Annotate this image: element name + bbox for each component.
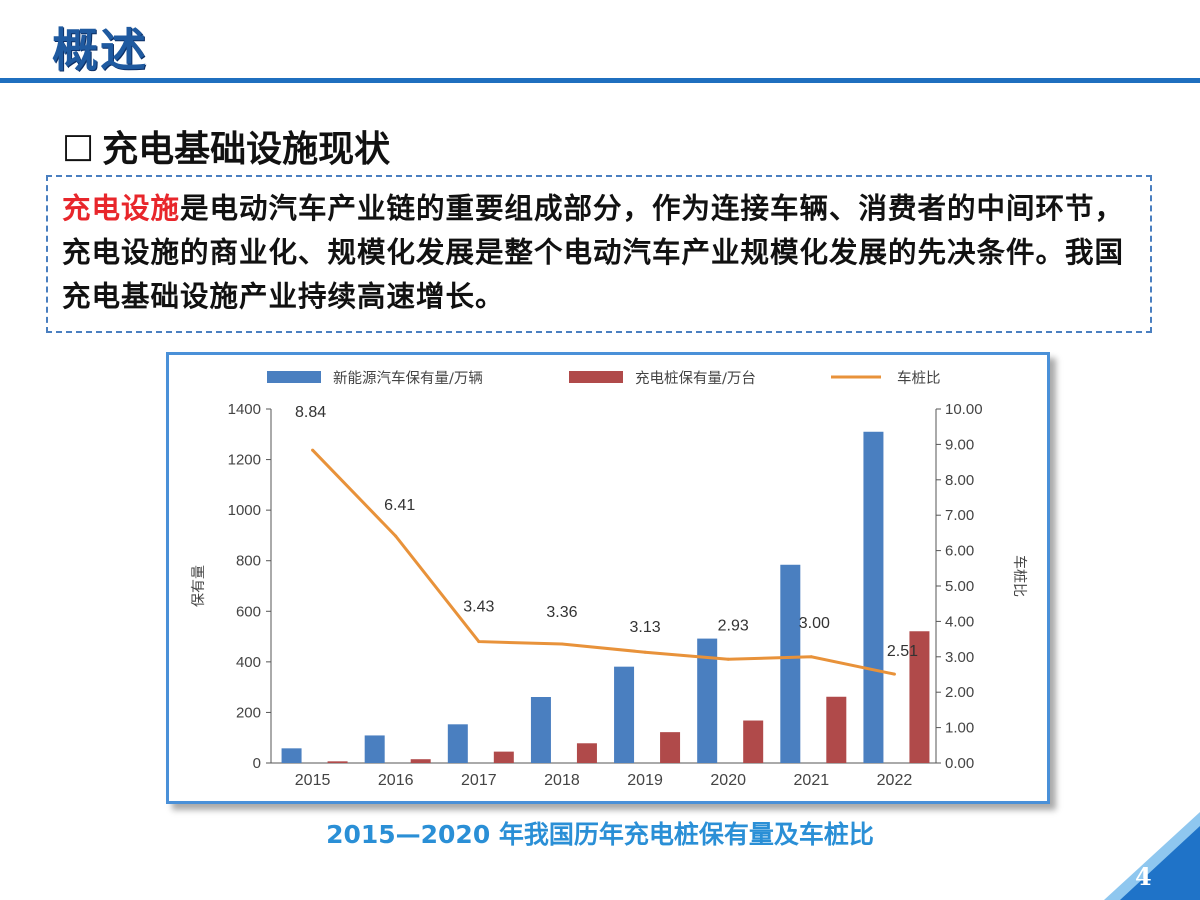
x-tick-label: 2020: [710, 772, 746, 789]
right-tick-label: 2.00: [945, 684, 974, 701]
ratio-point: [892, 672, 896, 676]
right-tick-label: 0.00: [945, 755, 974, 772]
vehicle-bar: [863, 431, 884, 763]
slide-title: 概述: [52, 23, 148, 77]
x-tick-label: 2022: [877, 772, 913, 789]
left-tick-label: 200: [236, 704, 261, 721]
right-tick-label: 9.00: [945, 436, 974, 453]
left-tick-label: 800: [236, 553, 261, 570]
pile-bar: [410, 759, 431, 763]
ratio-point: [726, 657, 730, 661]
callout-body: 是电动汽车产业链的重要组成部分，作为连接车辆、消费者的中间环节，充电设施的商业化…: [62, 192, 1125, 313]
left-tick-label: 0: [253, 755, 261, 772]
x-tick-label: 2021: [794, 772, 830, 789]
pile-bar: [493, 751, 514, 763]
pile-bar: [909, 631, 930, 763]
checkbox-bullet-icon: □: [62, 126, 95, 166]
legend-label: 充电桩保有量/万台: [635, 370, 756, 387]
section-heading: □ 充电基础设施现状: [62, 120, 390, 172]
pile-bar: [660, 732, 681, 763]
title-divider: [0, 78, 1200, 83]
callout-highlight: 充电设施: [62, 192, 181, 225]
right-tick-label: 1.00: [945, 720, 974, 737]
ratio-data-label: 6.41: [384, 497, 415, 514]
vehicle-bar: [697, 638, 718, 763]
vehicle-bar: [780, 564, 801, 763]
x-tick-label: 2018: [544, 772, 580, 789]
y-axis-title: 保有量: [191, 565, 207, 607]
legend-swatch: [267, 371, 321, 383]
ratio-data-label: 3.36: [546, 604, 577, 621]
ratio-point: [394, 534, 398, 538]
vehicle-bar: [364, 735, 385, 763]
right-tick-label: 7.00: [945, 507, 974, 524]
ratio-data-label: 2.51: [887, 643, 918, 660]
page-number: 4: [1135, 862, 1152, 891]
legend-swatch: [569, 371, 623, 383]
ratio-point: [809, 655, 813, 659]
vehicle-bar: [530, 697, 551, 763]
right-tick-label: 8.00: [945, 472, 974, 489]
right-tick-label: 5.00: [945, 578, 974, 595]
callout-paragraph: 充电设施是电动汽车产业链的重要组成部分，作为连接车辆、消费者的中间环节，充电设施…: [62, 187, 1142, 319]
left-tick-label: 400: [236, 654, 261, 671]
ratio-point: [643, 650, 647, 654]
left-tick-label: 1000: [228, 502, 261, 519]
vehicle-bar: [614, 666, 635, 763]
ratio-data-label: 2.93: [718, 617, 749, 634]
legend-label: 新能源汽车保有量/万辆: [333, 370, 483, 387]
chart-svg: 0 200 400 600 800 1000 1200 1400 0.00 1.00 2.00 3.0…: [191, 370, 1028, 789]
vehicle-bar: [281, 748, 302, 763]
right-tick-label: 3.00: [945, 649, 974, 666]
ratio-data-label: 3.00: [799, 615, 830, 632]
corner-decoration: [1104, 812, 1200, 900]
ratio-point: [311, 448, 315, 452]
x-tick-label: 2019: [627, 772, 663, 789]
ratio-data-label: 3.43: [463, 599, 494, 616]
ratio-point: [477, 640, 481, 644]
ratio-point: [560, 642, 564, 646]
pile-bar: [743, 720, 764, 763]
callout-box: 充电设施是电动汽车产业链的重要组成部分，作为连接车辆、消费者的中间环节，充电设施…: [46, 175, 1152, 333]
pile-bar: [327, 761, 348, 763]
x-tick-label: 2017: [461, 772, 497, 789]
ratio-line: [311, 449, 895, 676]
left-tick-label: 600: [236, 603, 261, 620]
vehicle-bar: [447, 724, 468, 763]
x-tick-label: 2016: [378, 772, 414, 789]
right-tick-label: 6.00: [945, 543, 974, 560]
chart-frame: 0 200 400 600 800 1000 1200 1400 0.00 1.00 2.00 3.0…: [166, 352, 1050, 804]
x-tick-label: 2015: [295, 772, 331, 789]
left-tick-label: 1400: [228, 401, 261, 418]
pile-bar: [576, 743, 597, 763]
section-heading-text: 充电基础设施现状: [102, 129, 391, 170]
chart-caption: 2015—2020 年我国历年充电桩保有量及车桩比: [326, 820, 874, 849]
ratio-data-label: 8.84: [295, 404, 326, 421]
right-tick-label: 10.00: [945, 401, 983, 418]
y-axis-right-title: 车桩比: [1011, 555, 1028, 597]
ratio-data-label: 3.13: [629, 619, 660, 636]
left-tick-label: 1200: [228, 452, 261, 469]
pile-bar: [826, 696, 847, 763]
right-tick-label: 4.00: [945, 613, 974, 630]
legend-label: 车桩比: [897, 370, 941, 387]
